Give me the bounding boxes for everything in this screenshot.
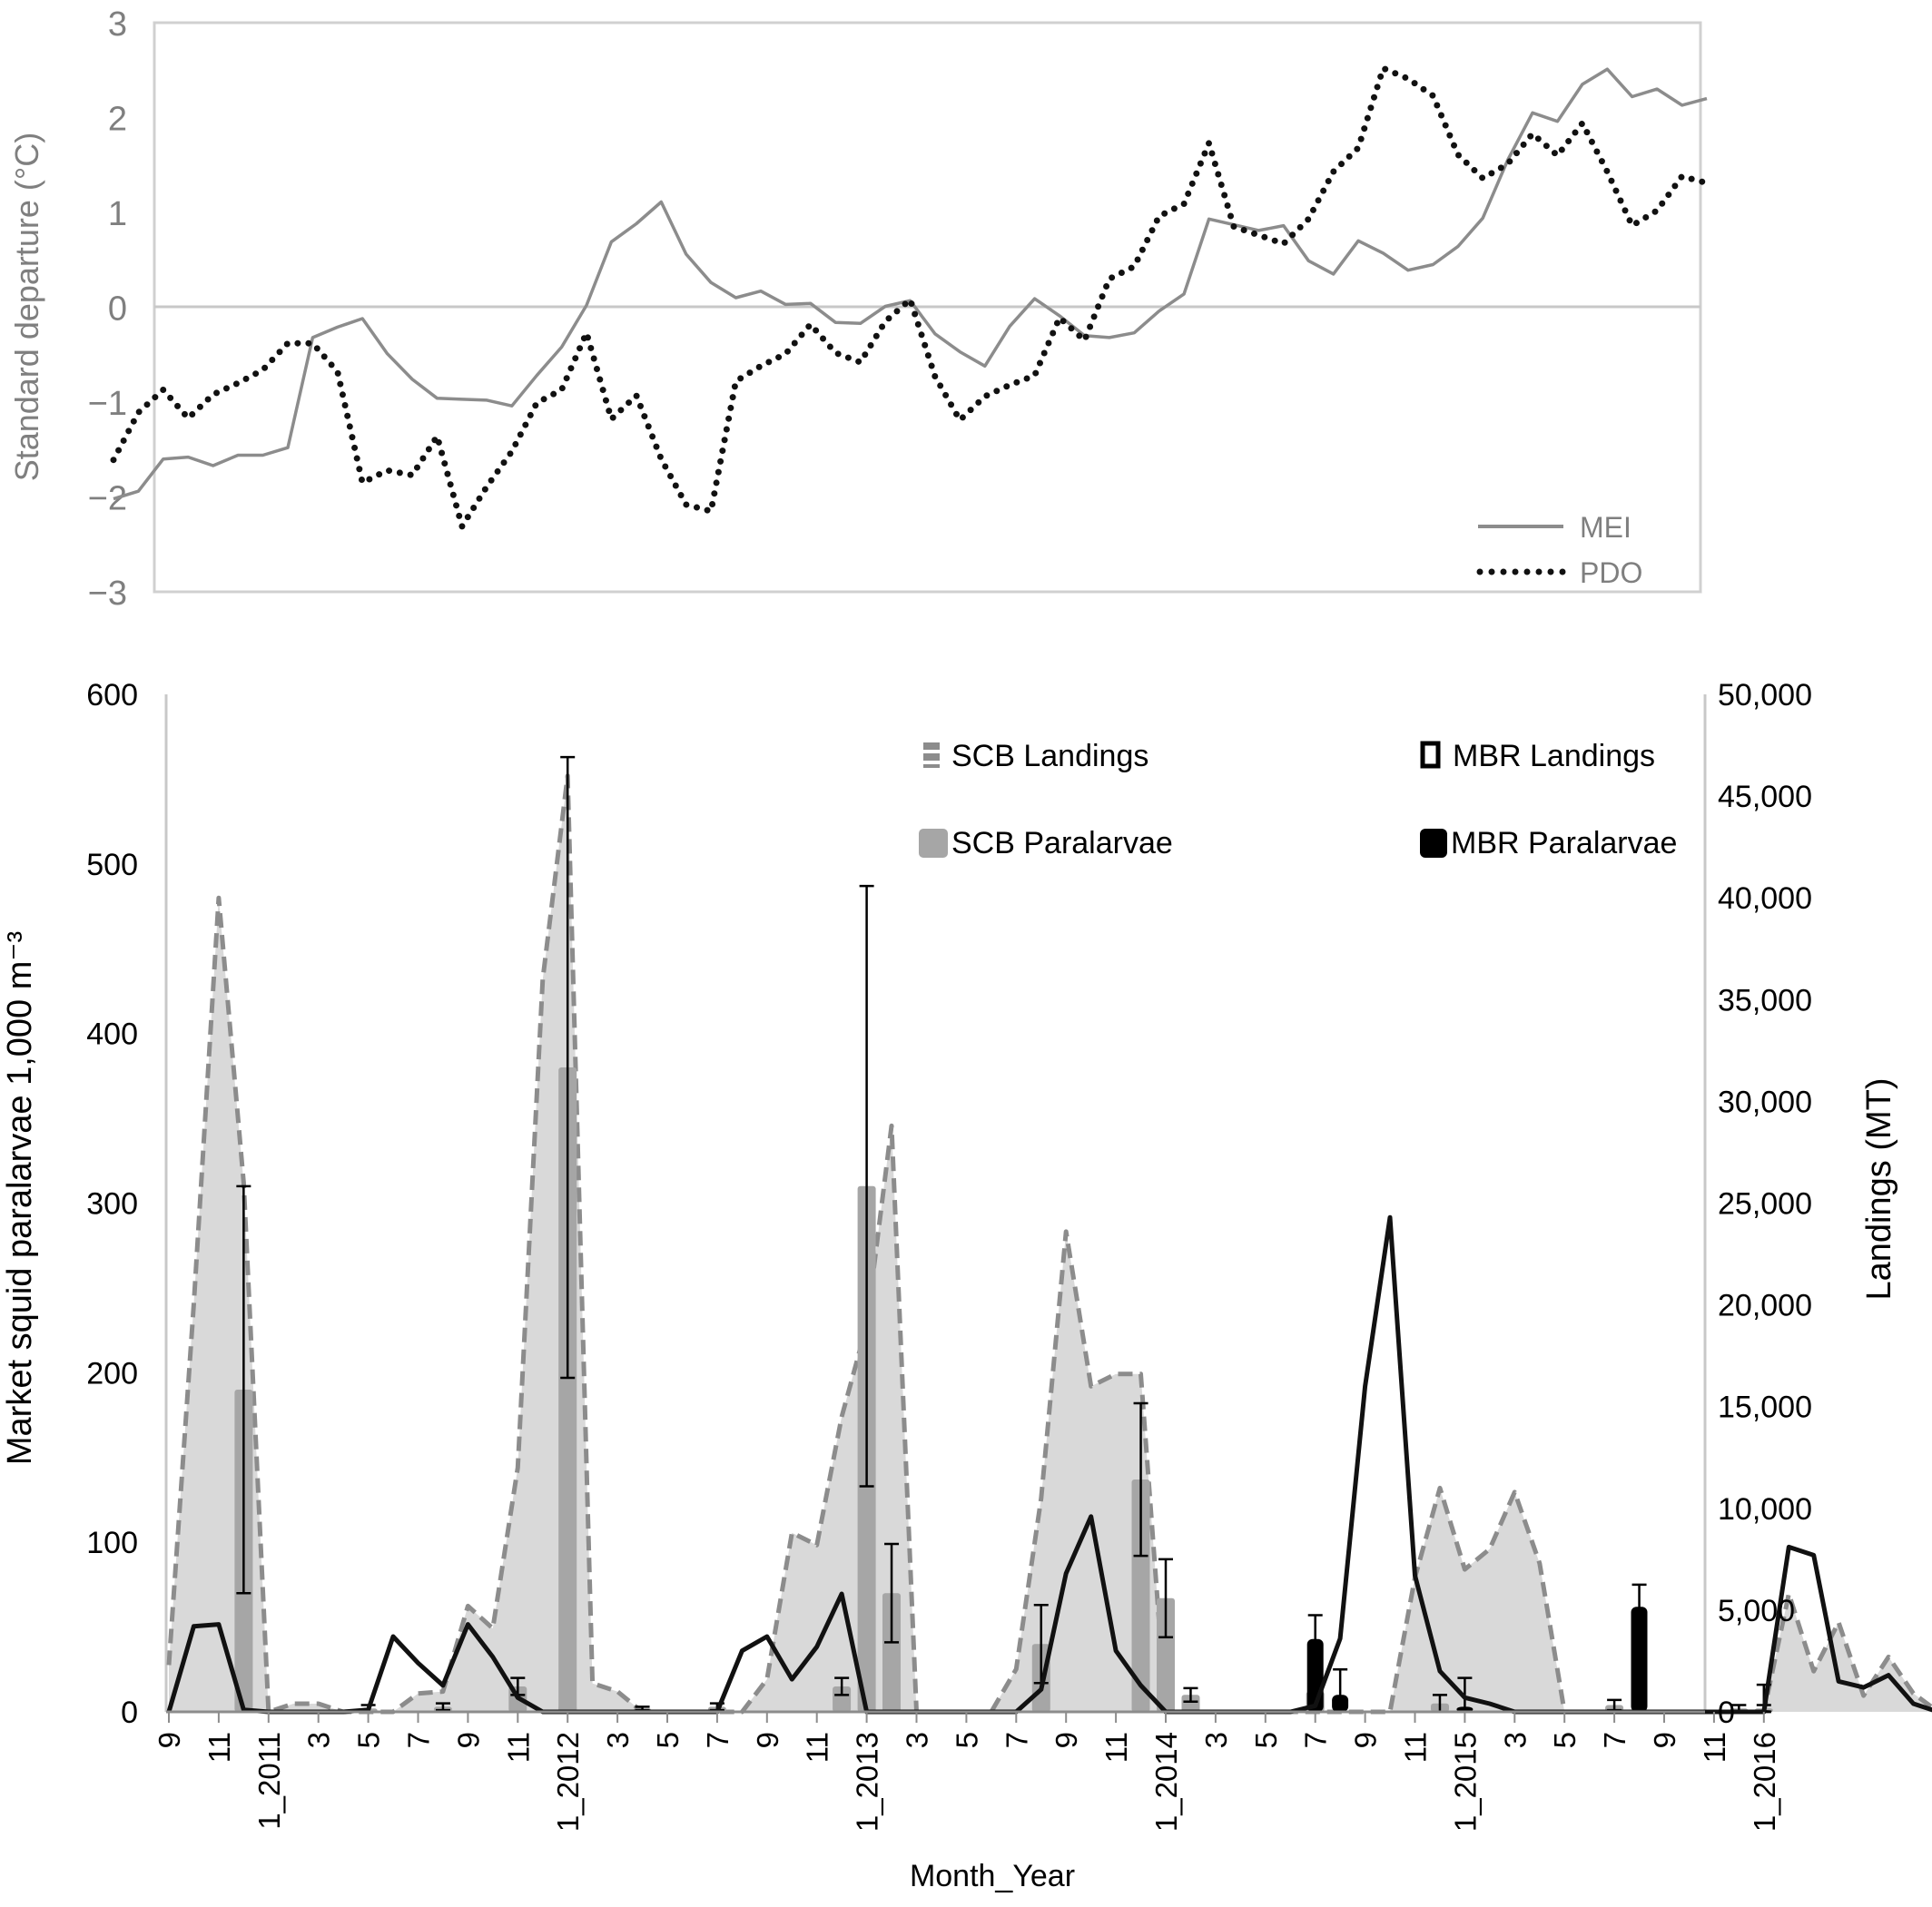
series-mei-line	[113, 67, 1708, 501]
x-tick-label: 3	[601, 1732, 635, 1748]
right-y-tick-label: 25,000	[1718, 1187, 1812, 1222]
x-tick-label: 5	[950, 1732, 983, 1748]
scb-paralarvae-bar	[558, 1067, 577, 1712]
x-tick-label: 11	[1698, 1732, 1731, 1763]
legend-mbr-landings-swatch	[1420, 741, 1441, 769]
legend-mei-label: MEI	[1580, 511, 1631, 544]
top-y-ticks: 3 2 1 0 −1 −2 −3	[88, 5, 127, 613]
x-tick-label: 7	[701, 1732, 734, 1748]
right-y-tick-label: 45,000	[1718, 780, 1812, 814]
legend-scb-paralarvae-swatch	[919, 829, 948, 858]
bottom-x-ticks: 9 11 1_2011 3 5 7 9 11 1_2012 3 5 7 9 11 1_2013 3 5 7 9 11 1…	[153, 1712, 1781, 1832]
x-tick-label: 1_2015	[1448, 1732, 1482, 1832]
legend-scb-landings-label: SCB Landings	[951, 739, 1148, 773]
left-y-tick-label: 100	[86, 1526, 138, 1560]
right-y-tick-label: 30,000	[1718, 1085, 1812, 1119]
left-y-tick-label: 400	[86, 1017, 138, 1052]
x-tick-label: 1_2011	[252, 1732, 286, 1830]
x-tick-label: 11	[1099, 1732, 1133, 1763]
bottom-legend: SCB Landings MBR Landings SCB Paralarvae…	[919, 739, 1677, 860]
bottom-right-y-axis-label: Landings (MT)	[1860, 1078, 1898, 1301]
legend-mbr-landings-label: MBR Landings	[1453, 739, 1655, 773]
right-y-tick-label: 40,000	[1718, 881, 1812, 916]
x-tick-label: 9	[153, 1732, 186, 1748]
x-tick-label: 5	[651, 1732, 685, 1748]
x-tick-label: 5	[1548, 1732, 1582, 1748]
top-y-tick-label: 3	[108, 5, 127, 44]
right-y-tick-label: 5,000	[1718, 1594, 1795, 1628]
x-tick-label: 7	[1598, 1732, 1631, 1748]
bottom-x-axis-label: Month_Year	[910, 1859, 1075, 1893]
x-tick-label: 7	[402, 1732, 436, 1748]
x-tick-label: 11	[202, 1732, 236, 1763]
x-tick-label: 11	[1399, 1732, 1433, 1763]
scb-paralarvae-bar	[1157, 1597, 1175, 1712]
scb-landings-fill	[169, 775, 1932, 1712]
x-tick-label: 9	[1050, 1732, 1083, 1748]
right-y-tick-label: 20,000	[1718, 1289, 1812, 1323]
scb-paralarvae-bar	[882, 1593, 901, 1712]
top-y-axis-label: Standard departure (°C)	[8, 133, 45, 482]
top-y-tick-label: −2	[88, 480, 127, 518]
x-tick-label: 5	[352, 1732, 386, 1748]
top-y-tick-label: −1	[88, 385, 127, 423]
top-y-tick-label: 0	[108, 290, 127, 329]
x-tick-label: 3	[1498, 1732, 1532, 1748]
x-tick-label: 11	[501, 1732, 535, 1763]
scb-paralarvae-bar	[833, 1686, 852, 1712]
x-tick-label: 7	[1000, 1732, 1033, 1748]
x-tick-label: 1_2013	[851, 1732, 884, 1832]
top-y-tick-label: −3	[88, 575, 127, 613]
mbr-paralarvae-bar	[1631, 1607, 1648, 1712]
top-legend: MEI PDO	[1476, 511, 1642, 589]
scb-landings-area	[166, 773, 1932, 1715]
right-y-tick-label: 10,000	[1718, 1492, 1812, 1527]
legend-scb-paralarvae-label: SCB Paralarvae	[951, 826, 1173, 860]
x-tick-label: 5	[1249, 1732, 1283, 1748]
bottom-right-y-ticks: 50,000 45,000 40,000 35,000 30,000 25,000 20,0…	[1718, 678, 1812, 1730]
right-y-tick-label: 15,000	[1718, 1391, 1812, 1425]
left-y-tick-label: 600	[86, 678, 138, 713]
top-y-tick-label: 2	[108, 101, 127, 139]
bottom-left-y-ticks: 600 500 400 300 200 100 0	[86, 678, 138, 1730]
top-y-tick-label: 1	[108, 195, 127, 233]
scb-paralarvae-bar	[1181, 1695, 1200, 1712]
left-y-tick-label: 0	[121, 1696, 138, 1730]
x-tick-label: 1_2014	[1149, 1732, 1183, 1832]
left-y-tick-label: 300	[86, 1187, 138, 1222]
top-panel: 3 2 1 0 −1 −2 −3 Standard departure (°C) MEI P…	[8, 5, 1710, 613]
x-tick-label: 3	[302, 1732, 336, 1748]
x-tick-label: 9	[1349, 1732, 1383, 1748]
x-tick-label: 1_2016	[1748, 1732, 1781, 1832]
x-tick-label: 7	[1299, 1732, 1333, 1748]
left-y-tick-label: 500	[86, 848, 138, 882]
series-pdo-line	[110, 64, 1710, 530]
top-series	[110, 64, 1710, 530]
x-tick-label: 1_2012	[551, 1732, 585, 1832]
right-y-tick-label: 0	[1718, 1696, 1735, 1730]
x-tick-label: 9	[1648, 1732, 1681, 1748]
legend-pdo-label: PDO	[1580, 556, 1642, 589]
x-tick-label: 9	[451, 1732, 485, 1748]
legend-mbr-paralarvae-swatch	[1420, 829, 1447, 858]
right-y-tick-label: 50,000	[1718, 678, 1812, 713]
legend-mbr-paralarvae-label: MBR Paralarvae	[1451, 826, 1677, 860]
bottom-y-axis-label: Market squid paralarvae 1,000 m⁻³	[1, 931, 39, 1465]
x-tick-label: 3	[1199, 1732, 1233, 1748]
left-y-tick-label: 200	[86, 1356, 138, 1391]
right-y-tick-label: 35,000	[1718, 983, 1812, 1017]
scb-paralarvae-bar	[1131, 1479, 1150, 1712]
x-tick-label: 11	[801, 1732, 834, 1763]
x-tick-label: 3	[901, 1732, 934, 1748]
x-tick-label: 9	[751, 1732, 784, 1748]
